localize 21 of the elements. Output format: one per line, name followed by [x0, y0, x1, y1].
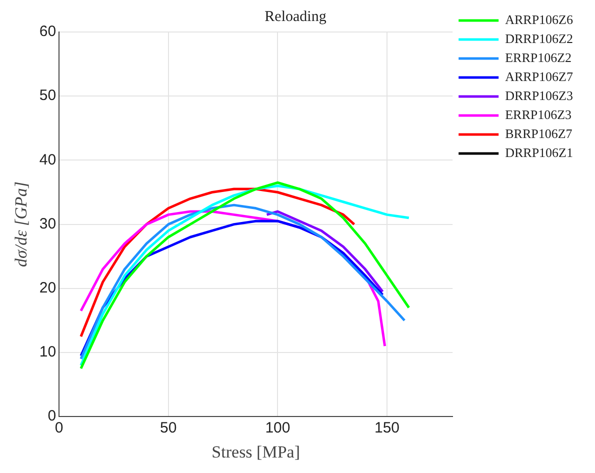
legend-label: ARRP106Z6 — [505, 12, 574, 27]
x-axis-title: Stress [MPa] — [212, 442, 300, 462]
y-tick-label: 60 — [39, 23, 56, 40]
y-tick-label: 40 — [39, 151, 56, 168]
legend-label: ARRP106Z7 — [505, 68, 574, 84]
legend-label: ERRP106Z3 — [505, 106, 572, 122]
legend-label: ERRP106Z2 — [505, 50, 572, 65]
legend-label: DRRP106Z2 — [505, 30, 574, 46]
y-tick-label: 50 — [39, 87, 56, 104]
y-tick-label: 20 — [39, 280, 56, 297]
y-tick-label: 0 — [48, 408, 56, 425]
x-tick-label: 150 — [374, 420, 400, 437]
y-tick-label: 10 — [39, 344, 56, 361]
legend-label: DRRP106Z1 — [505, 144, 574, 160]
y-axis-title: dσ/dε [GPa] — [12, 182, 31, 268]
legend-label: DRRP106Z3 — [505, 88, 574, 103]
x-tick-label: 100 — [265, 420, 290, 437]
y-tick-label: 30 — [39, 215, 56, 232]
legend-label: BRRP106Z7 — [505, 126, 573, 141]
chart-title: Reloading — [264, 8, 327, 25]
x-tick-label: 50 — [160, 420, 177, 437]
